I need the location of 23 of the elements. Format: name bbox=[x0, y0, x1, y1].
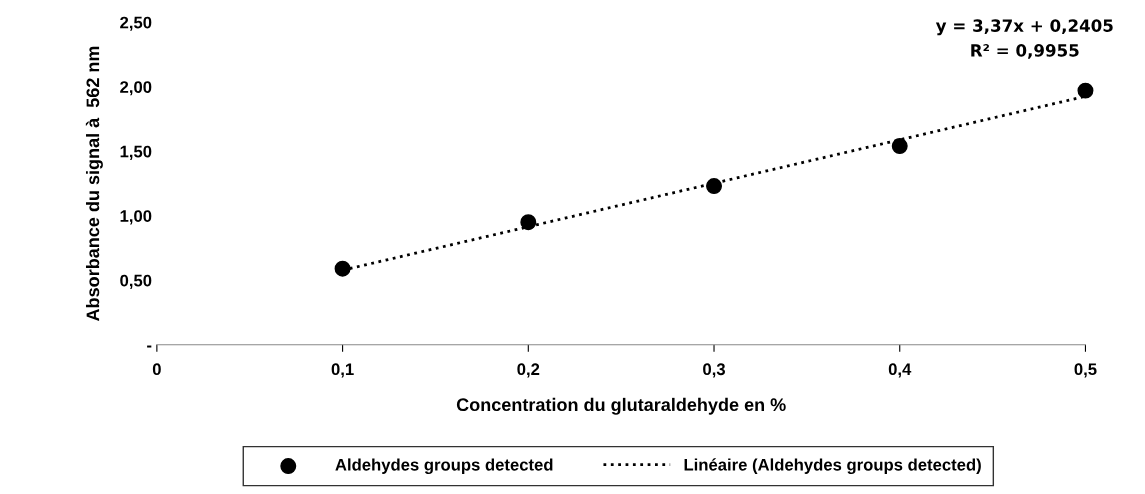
x-tick-label: 0,4 bbox=[888, 363, 912, 378]
annotation: R² = 0,9955 bbox=[971, 44, 1079, 59]
y-tick-label: 2,00 bbox=[120, 81, 152, 96]
y-tick-label: 1,50 bbox=[120, 145, 152, 160]
point bbox=[706, 178, 723, 195]
y-tick-label: 2,50 bbox=[120, 16, 152, 31]
annotation: y = 3,37x + 0,2405 bbox=[935, 19, 1113, 36]
x-tick-label: 0 bbox=[152, 363, 161, 376]
x-tick-label: 0,1 bbox=[331, 363, 354, 378]
point bbox=[891, 138, 908, 155]
x-tick-label: 0,5 bbox=[1074, 363, 1097, 378]
x-tick-label: 0,2 bbox=[517, 363, 540, 378]
y-tick-label: 1,00 bbox=[120, 210, 152, 225]
x-tick-label: 0,3 bbox=[703, 363, 726, 378]
point bbox=[520, 214, 537, 231]
legend-label: Linéaire (Aldehydes groups detected) bbox=[684, 458, 981, 474]
point bbox=[1077, 82, 1094, 99]
y-axis-title: Absorbance du signal à 562 nm bbox=[85, 46, 103, 322]
legend-label: Aldehydes groups detected bbox=[335, 458, 553, 474]
x-axis-title: Concentration du glutaraldehyde en % bbox=[456, 397, 786, 415]
y-tick-label: - bbox=[147, 345, 152, 348]
point bbox=[334, 260, 351, 277]
y-tick-label: 0,50 bbox=[120, 274, 152, 289]
